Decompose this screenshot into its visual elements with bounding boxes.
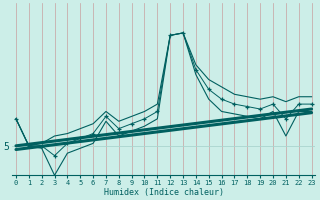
X-axis label: Humidex (Indice chaleur): Humidex (Indice chaleur) — [104, 188, 224, 197]
